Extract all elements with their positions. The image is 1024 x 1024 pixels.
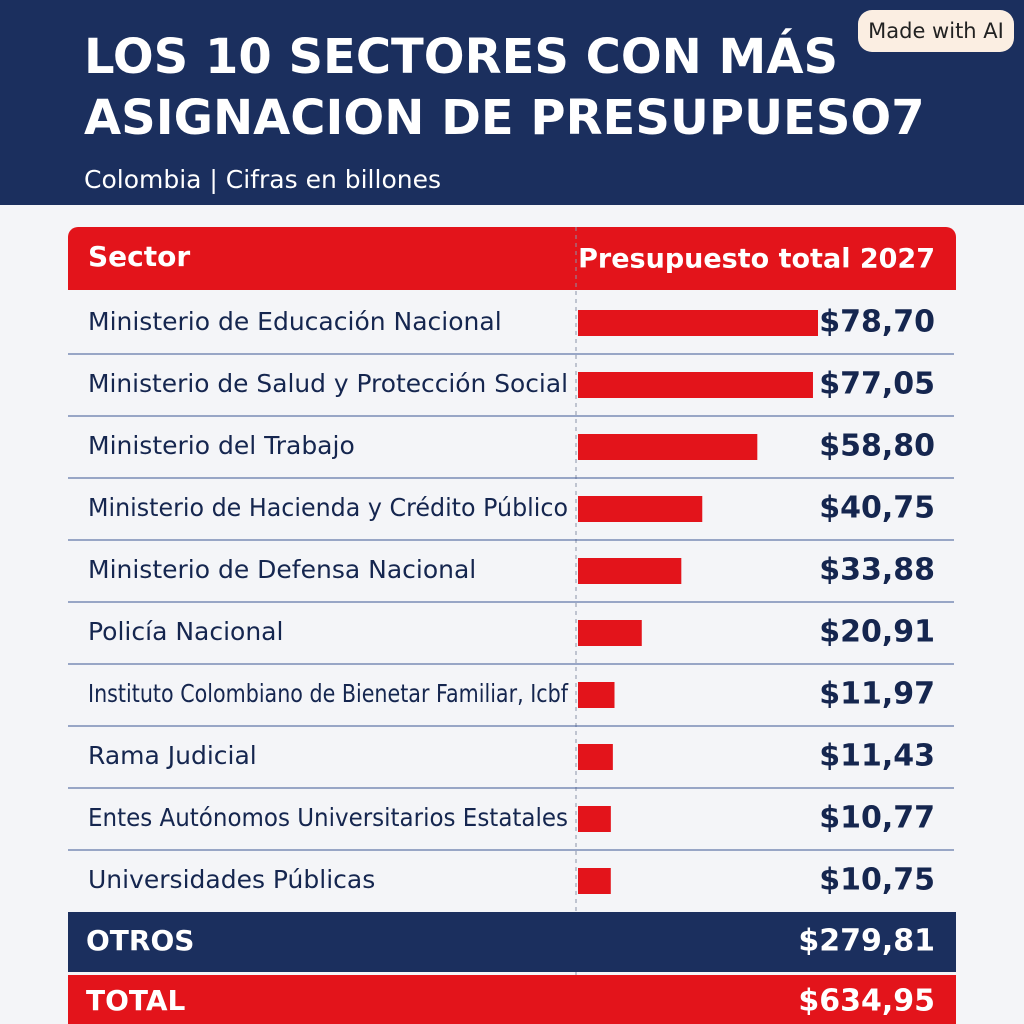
value-label: $10,75 xyxy=(819,863,935,898)
value-label: $33,88 xyxy=(819,553,935,588)
bar xyxy=(578,372,813,398)
bar xyxy=(578,682,615,708)
bar xyxy=(578,310,818,336)
total-band xyxy=(68,975,956,1024)
sector-label: Universidades Públicas xyxy=(88,865,375,894)
bar xyxy=(578,868,611,894)
sector-label: Ministerio de Hacienda y Crédito Público xyxy=(88,493,568,522)
column-header: Sector xyxy=(88,240,190,273)
sector-label: Entes Autónomos Universitarios Estatales xyxy=(88,803,568,832)
total-label: TOTAL xyxy=(86,984,185,1017)
sector-label: Ministerio de Educación Nacional xyxy=(88,307,502,336)
sector-label: Policía Nacional xyxy=(88,617,283,646)
value-label: $77,05 xyxy=(819,367,935,402)
title-line: ASIGNACION DE PRESUPUESO7 xyxy=(84,90,925,146)
otros-value: $279,81 xyxy=(798,924,935,959)
bar xyxy=(578,558,682,584)
sector-label: Instituto Colombiano de Bienetar Familia… xyxy=(88,679,569,708)
rows: Ministerio de Educación Nacional $78,70 Mi… xyxy=(68,305,954,898)
value-label: $11,43 xyxy=(819,739,935,774)
sector-label: Ministerio del Trabajo xyxy=(88,431,355,460)
badge-bg xyxy=(858,10,1014,52)
column-header: Presupuesto total 2027 xyxy=(578,244,935,275)
bar xyxy=(578,744,613,770)
otros-band xyxy=(68,912,956,972)
title-line: LOS 10 SECTORES CON MÁS xyxy=(84,28,838,85)
value-label: $11,97 xyxy=(819,677,935,712)
body-bg xyxy=(0,205,1024,1024)
otros-label: OTROS xyxy=(86,924,194,957)
bar xyxy=(578,496,703,522)
value-label: $58,80 xyxy=(819,429,935,464)
sector-label: Ministerio de Defensa Nacional xyxy=(88,555,476,584)
sector-label: Rama Judicial xyxy=(88,741,257,770)
bar xyxy=(578,620,642,646)
header-band xyxy=(0,0,1024,205)
sector-label: Ministerio de Salud y Protección Social xyxy=(88,369,568,398)
bar xyxy=(578,434,758,460)
bar xyxy=(578,806,611,832)
badge: Made with AI xyxy=(868,19,1004,43)
table-header xyxy=(68,227,956,290)
subtitle: Colombia | Cifras en billones xyxy=(84,165,441,194)
total-value: $634,95 xyxy=(798,984,935,1019)
value-label: $40,75 xyxy=(819,491,935,526)
value-label: $78,70 xyxy=(819,305,935,340)
value-label: $10,77 xyxy=(819,801,935,836)
value-label: $20,91 xyxy=(819,615,935,650)
